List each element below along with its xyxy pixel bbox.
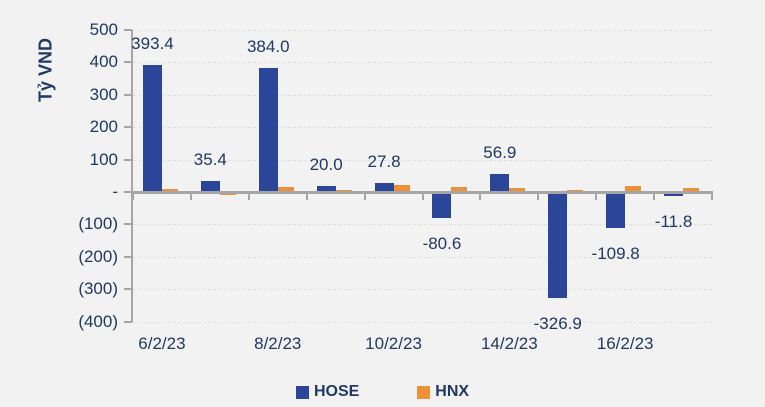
y-axis-tick: [124, 61, 132, 64]
y-axis-tick: [124, 191, 132, 193]
legend-label: HOSE: [313, 383, 360, 400]
bar-hnx: [509, 188, 526, 192]
bar-value-label: 35.4: [193, 149, 227, 169]
y-axis-tick-label: 100: [89, 149, 118, 169]
x-axis-tick: [479, 191, 482, 200]
gridline: [133, 62, 712, 64]
x-axis-tick: [595, 191, 598, 200]
y-axis-tick-label: 300: [89, 84, 118, 104]
x-axis-tick: [247, 191, 250, 200]
bar-hose: [548, 192, 568, 298]
x-axis-category-label: 16/2/23: [596, 334, 654, 353]
legend-swatch-icon: [417, 385, 431, 399]
bar-hose: [606, 192, 626, 228]
x-axis-tick: [537, 191, 540, 200]
bar-hose: [490, 173, 510, 192]
x-axis-tick: [711, 191, 713, 200]
bar-hnx: [161, 189, 178, 192]
y-axis-tick-label: 500: [89, 20, 118, 39]
bar-value-label: -11.8: [654, 211, 693, 231]
y-axis-tick: [124, 126, 132, 129]
bar-hose: [142, 64, 162, 192]
gridline: [133, 94, 712, 96]
y-axis-tick-label: (100): [78, 214, 118, 234]
bar-hose: [316, 185, 336, 192]
x-axis-tick: [363, 191, 366, 200]
bar-hose: [432, 192, 452, 219]
y-axis-tick-label: 400: [89, 52, 118, 72]
bar-value-label: 27.8: [367, 151, 401, 171]
bar-value-label: 56.9: [483, 142, 517, 162]
gridline: [133, 256, 712, 258]
x-axis-tick: [132, 191, 134, 200]
y-axis-tick: [124, 93, 132, 96]
y-axis-tick: [124, 29, 132, 31]
y-axis-tick: [124, 158, 132, 161]
bar-hose: [374, 182, 394, 192]
y-axis-tick-label: (300): [78, 279, 118, 299]
bar-hose: [258, 67, 278, 192]
gridline: [133, 289, 712, 291]
legend-item-hnx: HNX: [417, 384, 469, 400]
y-axis-tick-label: 200: [89, 117, 118, 137]
bar-hnx: [625, 186, 642, 192]
x-axis-category-label: 8/2/23: [254, 334, 302, 353]
y-axis-tick: [124, 223, 132, 226]
bar-hnx: [277, 187, 294, 192]
y-axis-tick: [124, 320, 132, 323]
bar-hose: [664, 192, 684, 196]
x-axis-tick: [653, 191, 656, 200]
gridline: [133, 224, 712, 226]
x-axis-category-label: 10/2/23: [365, 334, 422, 353]
y-axis-tick-label: (400): [78, 311, 118, 331]
legend: HOSE HNX: [0, 384, 765, 400]
x-axis-tick: [421, 191, 424, 200]
y-axis-line: [131, 30, 133, 322]
legend-label: HNX: [435, 383, 470, 400]
y-axis-tick-label: -: [112, 182, 118, 201]
gridline: [133, 159, 712, 161]
bar-hose: [200, 180, 220, 192]
legend-swatch-icon: [295, 385, 309, 399]
y-axis-tick-label: (200): [78, 246, 118, 266]
bar-value-label: -326.9: [533, 313, 582, 333]
x-axis-tick: [189, 191, 192, 200]
bar-hnx: [451, 187, 468, 192]
gridline: [133, 30, 712, 31]
bar-value-label: 384.0: [246, 36, 290, 56]
x-axis-category-label: 14/2/23: [480, 334, 538, 353]
y-axis-tick: [124, 288, 132, 291]
bar-value-label: 20.0: [309, 154, 343, 174]
bar-value-label: -80.6: [422, 234, 462, 254]
y-axis-tick: [124, 255, 132, 258]
x-axis-category-label: 6/2/23: [138, 334, 186, 353]
x-axis-tick: [305, 191, 308, 200]
bar-hnx: [393, 184, 410, 192]
gridline: [133, 127, 712, 129]
bar-hnx: [683, 188, 700, 192]
gridline: [133, 321, 712, 323]
bar-value-label: -109.8: [591, 243, 640, 263]
legend-item-hose: HOSE: [295, 383, 360, 400]
bar-value-label: 393.4: [131, 33, 174, 53]
